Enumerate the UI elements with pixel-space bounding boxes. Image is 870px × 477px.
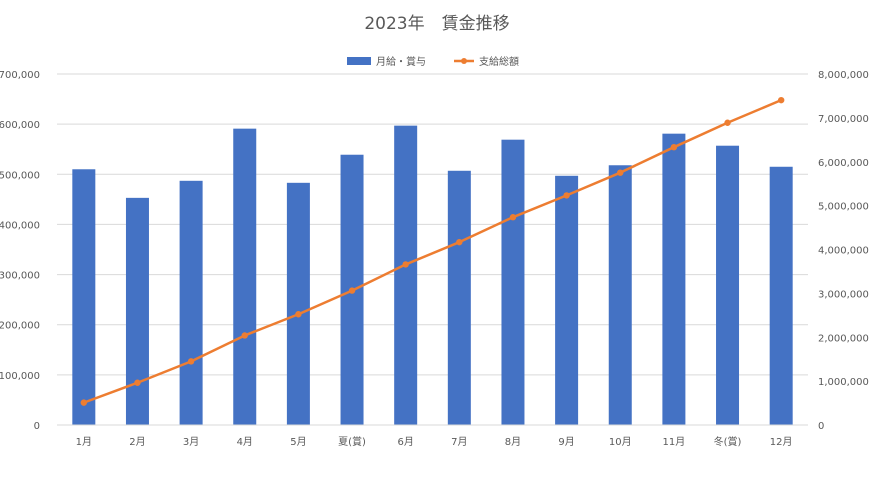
bar — [394, 125, 418, 425]
bar — [72, 169, 96, 425]
x-tick-label: 12月 — [770, 436, 793, 448]
left-tick-label: 500,000 — [0, 170, 40, 181]
right-tick-label: 3,000,000 — [818, 289, 869, 300]
legend-line-marker — [461, 58, 467, 64]
line-point — [80, 399, 88, 406]
right-tick-label: 4,000,000 — [818, 246, 869, 257]
x-tick-label: 夏(賞) — [338, 435, 366, 448]
x-tick-label: 9月 — [558, 436, 574, 448]
line-point — [670, 143, 678, 151]
line-point — [187, 358, 195, 365]
right-tick-label: 6,000,000 — [818, 158, 869, 169]
left-tick-label: 600,000 — [0, 120, 40, 131]
x-tick-label: 5月 — [290, 436, 306, 448]
left-tick-label: 400,000 — [0, 220, 40, 231]
bar — [125, 197, 149, 425]
x-tick-label: 8月 — [505, 436, 521, 448]
legend-bar-label: 月給・賞与 — [376, 55, 426, 68]
right-tick-label: 1,000,000 — [818, 377, 869, 388]
legend-line-label: 支給総額 — [479, 55, 519, 68]
line-point — [617, 169, 624, 176]
x-tick-label: 1月 — [76, 436, 92, 448]
legend-bar-swatch — [347, 57, 371, 65]
right-tick-label: 2,000,000 — [818, 333, 869, 344]
line-point — [456, 238, 463, 246]
line-point — [563, 192, 570, 199]
line-point — [724, 119, 731, 126]
x-tick-label: 4月 — [237, 436, 253, 448]
gridlines — [57, 73, 808, 376]
x-tick-label: 10月 — [609, 436, 632, 448]
x-tick-label: 6月 — [397, 436, 413, 448]
bar-series — [72, 125, 793, 426]
bar — [769, 166, 793, 425]
line-point — [777, 96, 785, 104]
bar — [662, 133, 686, 426]
left-tick-label: 300,000 — [0, 271, 40, 282]
line-point — [348, 287, 356, 294]
line-point — [241, 332, 248, 339]
bar — [716, 145, 740, 425]
left-tick-label: 200,000 — [0, 321, 40, 332]
left-tick-label: 700,000 — [0, 70, 40, 81]
x-tick-label: 7月 — [451, 436, 467, 448]
x-tick-label: 冬(賞) — [714, 435, 742, 448]
line-point — [295, 311, 302, 318]
bar — [447, 170, 471, 425]
bar — [608, 165, 632, 425]
line-path — [83, 98, 782, 404]
legend: 月給・賞与 支給総額 — [347, 55, 519, 68]
bar — [501, 139, 525, 426]
line-point — [402, 261, 409, 268]
left-tick-label: 0 — [34, 421, 40, 432]
right-tick-label: 5,000,000 — [818, 202, 869, 213]
x-tick-label: 2月 — [129, 436, 145, 448]
line-series — [80, 96, 785, 406]
left-axis: 0 100,000 200,000 300,000 400,000 500,000 600,… — [0, 70, 40, 432]
bar — [555, 175, 579, 425]
right-tick-label: 0 — [818, 421, 824, 432]
x-tick-label: 3月 — [183, 436, 199, 448]
bar — [286, 182, 310, 425]
right-axis: 0 1,000,000 2,000,000 3,000,000 4,000,000 5,0… — [818, 70, 869, 432]
x-tick-label: 11月 — [663, 436, 686, 448]
right-tick-label: 8,000,000 — [818, 70, 869, 81]
bar — [179, 180, 203, 425]
right-tick-label: 7,000,000 — [818, 114, 869, 125]
line-point — [509, 214, 517, 221]
left-tick-label: 100,000 — [0, 371, 40, 382]
x-axis: 1月 2月 3月 4月 5月 夏(賞) 6月 7月 8月 9月 10月 11月 冬(賞) 12月 — [57, 424, 808, 448]
bar — [233, 128, 257, 426]
chart-title: 2023年 賃金推移 — [364, 14, 509, 34]
line-point — [134, 379, 141, 386]
